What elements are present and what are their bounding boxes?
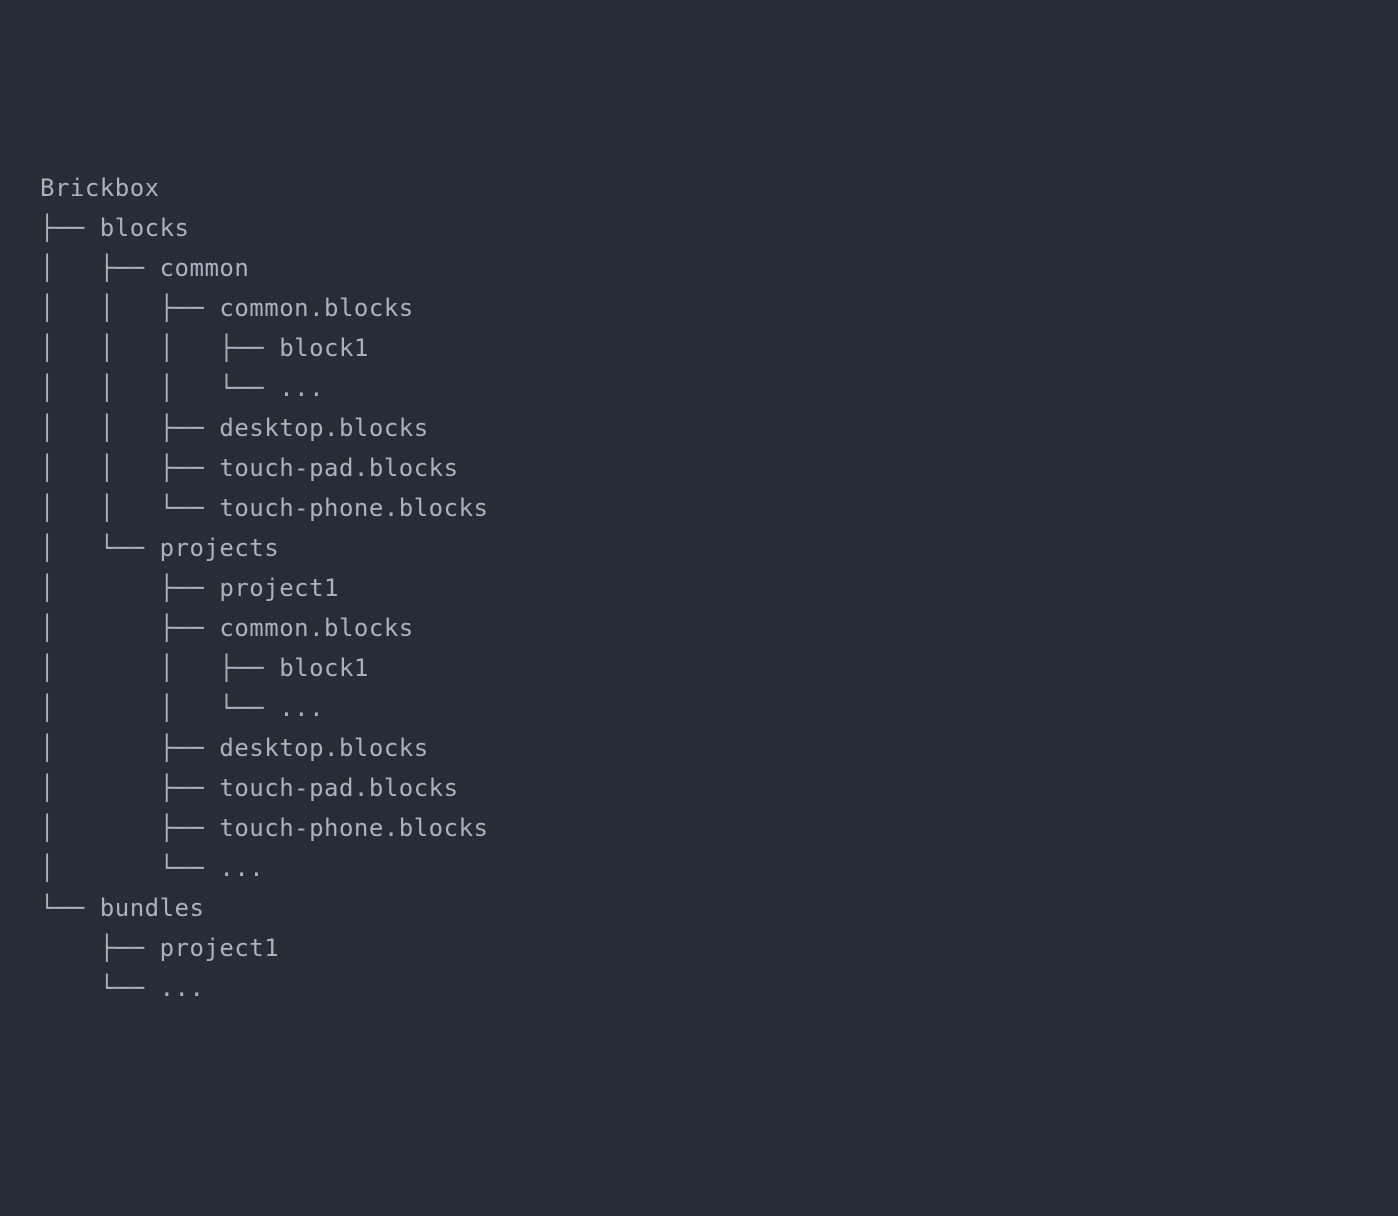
tree-line: └── bundles (40, 888, 1358, 928)
directory-tree: Brickbox├── blocks│ ├── common│ │ ├── co… (40, 168, 1358, 1008)
tree-line: │ │ │ ├── block1 (40, 328, 1358, 368)
tree-line: │ │ ├── block1 (40, 648, 1358, 688)
tree-line: │ ├── touch-pad.blocks (40, 768, 1358, 808)
tree-line: │ ├── common.blocks (40, 608, 1358, 648)
tree-line: └── ... (40, 968, 1358, 1008)
tree-line: │ │ │ └── ... (40, 368, 1358, 408)
tree-line: │ │ ├── common.blocks (40, 288, 1358, 328)
tree-line: ├── blocks (40, 208, 1358, 248)
tree-line: │ └── ... (40, 848, 1358, 888)
tree-line: │ │ ├── desktop.blocks (40, 408, 1358, 448)
tree-line: │ │ └── ... (40, 688, 1358, 728)
tree-line: │ ├── project1 (40, 568, 1358, 608)
tree-line: │ │ └── touch-phone.blocks (40, 488, 1358, 528)
tree-line: ├── project1 (40, 928, 1358, 968)
tree-line: │ ├── touch-phone.blocks (40, 808, 1358, 848)
tree-line: Brickbox (40, 168, 1358, 208)
tree-line: │ ├── common (40, 248, 1358, 288)
tree-line: │ ├── desktop.blocks (40, 728, 1358, 768)
tree-line: │ └── projects (40, 528, 1358, 568)
tree-line: │ │ ├── touch-pad.blocks (40, 448, 1358, 488)
